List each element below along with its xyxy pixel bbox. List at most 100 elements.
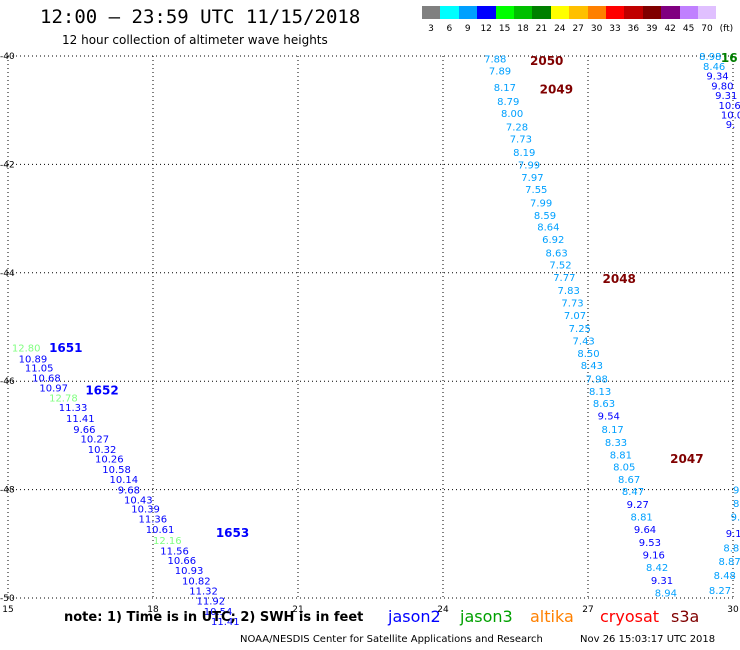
lon-tick-label: 30 — [727, 605, 739, 615]
wave-height-value: 8.33 — [605, 438, 627, 449]
wave-height-value: 7.25 — [569, 324, 591, 335]
wave-height-value: 8.46 — [703, 62, 725, 73]
legend-swatch — [422, 6, 441, 19]
wave-height-value: 12.80 — [12, 344, 41, 355]
track-jason2: 12.8010.8911.0510.6810.9712.7811.3311.41… — [12, 344, 240, 628]
wave-height-value: 7.98 — [586, 374, 608, 385]
legend-label: 24 — [554, 24, 566, 34]
wave-height-value: 8.43 — [581, 361, 603, 372]
lon-tick-label: 27 — [582, 605, 593, 615]
wave-height-value: 7.73 — [561, 299, 583, 310]
wave-height-value: 8.81 — [631, 513, 653, 524]
legend-label: 45 — [682, 24, 695, 34]
wave-height-value: 10.26 — [95, 455, 124, 466]
wave-height-value: 10.0 — [721, 111, 740, 122]
wave-height-value: 10.66 — [168, 556, 197, 567]
satellite-s3a: s3a — [671, 607, 700, 626]
wave-height-tracks: 12.8010.8911.0510.6810.9712.7811.3311.41… — [12, 52, 740, 628]
wave-height-value: 8.47 — [622, 487, 644, 498]
wave-height-value: 10.27 — [81, 435, 110, 446]
wave-height-value: 10.32 — [88, 445, 117, 456]
wave-height-value: 10.67 — [719, 101, 740, 112]
legend-swatch — [679, 6, 698, 19]
legend-label: 70 — [701, 24, 713, 34]
wave-height-value: 10.58 — [102, 465, 131, 476]
timestamp: Nov 26 15:03:17 UTC 2018 — [580, 634, 716, 645]
wave-height-value: 7.89 — [489, 67, 511, 78]
lat-tick-label: -40 — [0, 52, 15, 62]
legend-swatch — [514, 6, 533, 19]
legend-swatch — [458, 6, 478, 19]
wave-height-value: 9. — [726, 120, 736, 131]
wave-height-value: 7.99 — [530, 198, 552, 209]
wave-height-value: 11.05 — [25, 364, 54, 375]
legend-label: 12 — [480, 24, 492, 34]
legend-label: 21 — [535, 24, 548, 34]
wave-height-value: 8.79 — [497, 97, 519, 108]
wave-height-value: 8.85 — [723, 544, 740, 555]
wave-height-value: 8.19 — [513, 148, 535, 159]
wave-height-value: 9.16 — [643, 551, 665, 562]
wave-height-value: 8.67 — [618, 475, 640, 486]
legend-swatch — [569, 6, 588, 19]
lon-tick-label: 21 — [292, 605, 303, 615]
legend-label: 30 — [590, 24, 603, 34]
legend-swatch — [532, 6, 551, 19]
wave-height-value: 7.77 — [553, 273, 575, 284]
legend-label: 3 — [428, 24, 434, 34]
lon-tick-label: 24 — [437, 605, 449, 615]
pass-number: 2048 — [603, 272, 636, 286]
wave-height-value: 10.97 — [39, 384, 68, 395]
wave-height-value: 7.97 — [521, 173, 543, 184]
wave-height-value: 9.31 — [715, 91, 737, 102]
wave-height-value: 9.66 — [73, 425, 95, 436]
wave-height-value: 12.78 — [49, 393, 78, 404]
satellite-altika: altika — [530, 607, 574, 626]
wave-height-value: 11.33 — [59, 403, 88, 414]
wave-height-value: 8.50 — [577, 349, 599, 360]
legend-swatch — [495, 6, 514, 19]
wave-height-value: 7.43 — [573, 337, 595, 348]
lat-tick-label: -42 — [0, 160, 15, 170]
wave-height-value: 11.41 — [211, 617, 240, 628]
lat-tick-label: -46 — [0, 377, 15, 387]
wave-height-value: 11.32 — [189, 586, 218, 597]
wave-height-value: 10.89 — [19, 354, 48, 365]
lat-tick-label: -48 — [0, 486, 15, 496]
track-s3a: 7.887.898.178.798.007.287.738.197.997.97… — [484, 55, 677, 600]
lat-lon-grid — [7, 55, 734, 599]
wave-height-value: 11.92 — [197, 597, 226, 608]
wave-height-value: 7.99 — [518, 160, 540, 171]
wave-height-value: 8.42 — [646, 563, 668, 574]
wave-height-value: 8.81 — [610, 450, 632, 461]
wave-height-value: 9.80 — [711, 81, 733, 92]
satellite-jason2: jason2 — [388, 607, 441, 626]
wave-height-value: 8.87 — [719, 557, 740, 568]
page-title: 12:00 — 23:59 UTC 11/15/2018 — [40, 6, 361, 28]
wave-height-value: 9.27 — [627, 500, 649, 511]
wave-height-value: 9.64 — [634, 525, 656, 536]
credit-line: NOAA/NESDIS Center for Satellite Applica… — [240, 634, 543, 645]
legend-label: 9 — [464, 24, 471, 34]
wave-height-value: 9.54 — [598, 411, 620, 422]
legend-label: 36 — [627, 24, 640, 34]
wave-height-value: 9.53 — [639, 538, 661, 549]
satellite-cryosat: cryosat — [600, 607, 660, 626]
legend-label: 15 — [498, 24, 511, 34]
pass-number: 1651 — [49, 341, 82, 355]
wave-height-value: 8.05 — [613, 462, 635, 473]
wave-height-value: 7.55 — [525, 185, 547, 196]
pass-labels: 1651 1652 1653 2050 2049 2048 2047 16 — [49, 51, 738, 540]
pass-number: 1653 — [216, 526, 249, 540]
page-subtitle: 12 hour collection of altimeter wave hei… — [62, 33, 328, 47]
wave-height-value: 10.54 — [204, 607, 233, 618]
legend-swatch — [642, 6, 662, 19]
legend-swatch — [661, 6, 680, 19]
legend-label: 39 — [646, 24, 658, 34]
wave-height-value: 6.92 — [542, 235, 564, 246]
legend-swatch — [587, 6, 606, 19]
legend-swatch — [606, 6, 625, 19]
legend-label: 6 — [446, 24, 453, 34]
